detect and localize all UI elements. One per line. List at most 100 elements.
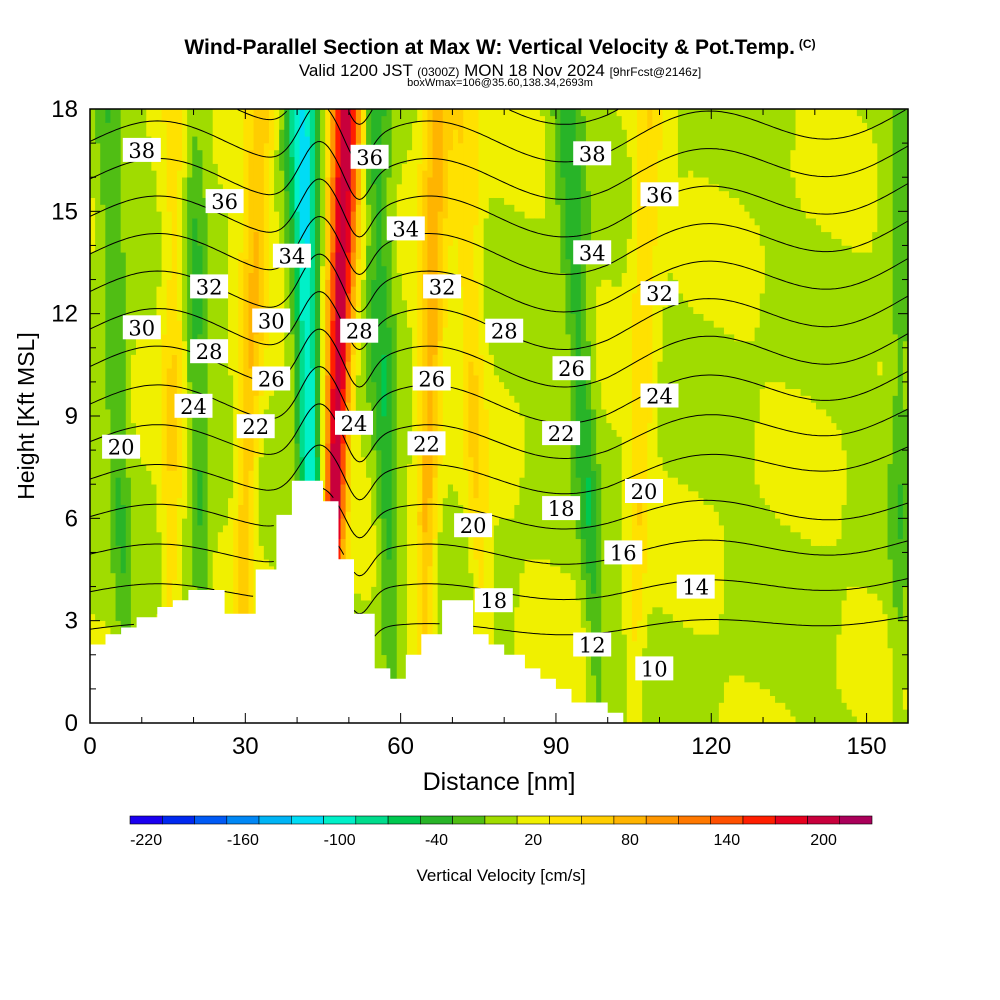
w-cell bbox=[892, 109, 899, 335]
w-cell bbox=[565, 334, 572, 574]
theta-contour bbox=[89, 615, 909, 637]
w-cell bbox=[861, 122, 868, 253]
w-cell bbox=[478, 354, 485, 608]
w-cell bbox=[320, 109, 326, 267]
w-cell bbox=[785, 109, 792, 390]
contour-label: 24 bbox=[646, 385, 673, 409]
w-cell bbox=[831, 545, 838, 724]
w-cell bbox=[882, 109, 889, 615]
w-cell bbox=[447, 484, 454, 669]
w-cell bbox=[775, 381, 781, 519]
contour-label-box bbox=[625, 479, 663, 503]
w-cell bbox=[902, 586, 909, 690]
w-cell bbox=[902, 109, 909, 342]
w-cell bbox=[667, 477, 674, 615]
w-cell bbox=[120, 504, 127, 574]
w-cell bbox=[304, 136, 311, 253]
w-cell bbox=[504, 109, 510, 205]
theta-contour bbox=[89, 578, 909, 615]
w-cell bbox=[815, 224, 822, 410]
colorbar-swatch bbox=[419, 815, 453, 825]
w-cell bbox=[662, 470, 669, 615]
w-cell bbox=[688, 109, 694, 171]
w-cell bbox=[176, 497, 183, 676]
w-cell bbox=[192, 136, 198, 219]
w-cell bbox=[723, 334, 730, 683]
w-cell bbox=[764, 504, 771, 690]
w-cell bbox=[851, 109, 858, 253]
w-cell bbox=[304, 252, 311, 533]
w-cell bbox=[325, 177, 331, 280]
w-cell bbox=[708, 634, 715, 724]
colorbar-tick-label: 20 bbox=[524, 832, 542, 849]
w-cell bbox=[371, 184, 377, 280]
w-cell bbox=[861, 586, 868, 724]
w-cell bbox=[447, 109, 454, 151]
contour-label-box bbox=[573, 632, 612, 657]
w-cell bbox=[897, 484, 904, 540]
w-cell bbox=[877, 375, 884, 601]
w-cell bbox=[442, 109, 449, 219]
w-cell bbox=[156, 531, 163, 615]
contour-label: 28 bbox=[346, 320, 373, 344]
w-cell bbox=[683, 177, 689, 301]
w-cell bbox=[171, 470, 178, 581]
w-cell bbox=[846, 109, 853, 246]
w-cell bbox=[601, 109, 607, 280]
w-cell bbox=[795, 388, 802, 533]
w-cell bbox=[248, 109, 255, 151]
w-cell bbox=[759, 388, 766, 499]
colorbar-swatch bbox=[839, 815, 873, 825]
w-cell bbox=[340, 538, 347, 560]
w-cell bbox=[345, 293, 352, 328]
w-cell bbox=[125, 477, 132, 628]
w-cell bbox=[550, 115, 556, 567]
contour-label: 28 bbox=[196, 340, 223, 364]
w-cell bbox=[805, 218, 812, 396]
w-cell bbox=[688, 170, 694, 308]
contour-label-box bbox=[676, 574, 715, 599]
chart-box-info: boxWmax=106@35.60,138.34,2693m bbox=[407, 77, 593, 89]
w-cell bbox=[350, 422, 357, 594]
contour-label-box bbox=[474, 588, 513, 613]
w-cell bbox=[647, 109, 653, 130]
w-cell bbox=[274, 149, 280, 212]
contour-label: 16 bbox=[610, 541, 637, 565]
w-cell bbox=[182, 109, 188, 178]
w-cell bbox=[877, 109, 884, 362]
w-cell bbox=[187, 177, 193, 383]
w-cell bbox=[391, 109, 398, 314]
contour-label: 36 bbox=[211, 190, 238, 214]
w-cell bbox=[493, 525, 500, 724]
w-cell bbox=[877, 600, 884, 724]
w-cell bbox=[657, 109, 664, 151]
w-cell bbox=[693, 634, 699, 724]
w-cell bbox=[677, 109, 684, 178]
w-cell bbox=[427, 497, 434, 567]
w-cell bbox=[775, 702, 781, 724]
w-cell bbox=[294, 265, 301, 321]
w-cell bbox=[718, 190, 725, 328]
w-cell bbox=[601, 279, 607, 410]
w-cell bbox=[391, 313, 398, 724]
w-cell bbox=[790, 177, 797, 390]
w-cell bbox=[759, 293, 766, 390]
w-cell bbox=[534, 218, 541, 560]
w-cell bbox=[350, 354, 357, 424]
w-cell bbox=[764, 381, 771, 505]
w-cell bbox=[284, 190, 290, 246]
w-cell bbox=[703, 109, 710, 178]
w-cell bbox=[417, 525, 423, 724]
w-cell bbox=[764, 688, 771, 724]
w-cell bbox=[902, 709, 909, 724]
contour-label: 26 bbox=[258, 368, 285, 392]
w-cell bbox=[136, 327, 142, 458]
w-cell bbox=[677, 177, 684, 294]
x-tick-label: 60 bbox=[387, 733, 414, 760]
w-cell bbox=[826, 416, 832, 546]
w-cell bbox=[100, 204, 106, 621]
contour-label-box bbox=[252, 308, 291, 333]
colorbar-swatch bbox=[742, 815, 776, 825]
w-cell bbox=[166, 211, 173, 280]
w-cell bbox=[228, 109, 234, 376]
